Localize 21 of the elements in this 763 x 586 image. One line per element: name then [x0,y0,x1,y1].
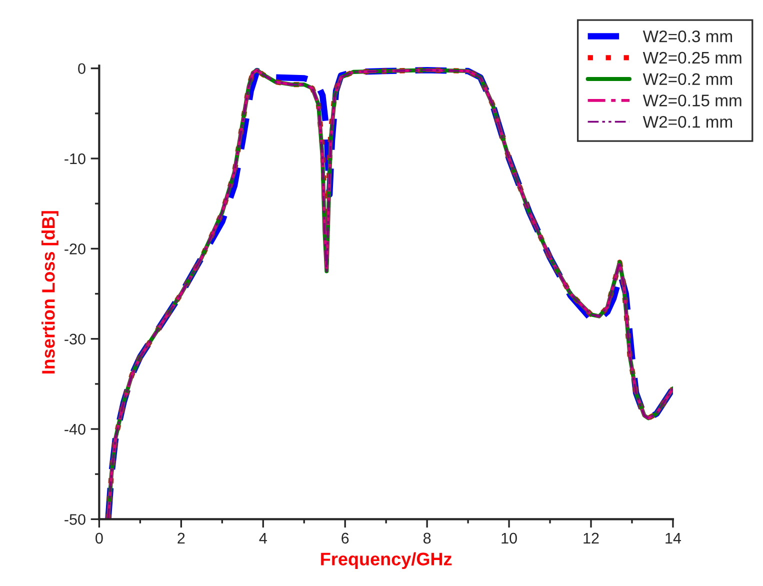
x-tick-label: 0 [96,532,103,544]
x-tick-label: 8 [423,532,431,544]
legend-label: W2=0.2 mm [642,73,732,86]
y-tick-label: -40 [64,424,86,435]
y-tick-label: -30 [64,334,86,345]
legend-label: W2=0.3 mm [642,30,732,42]
legend-label: W2=0.15 mm [642,94,742,106]
x-tick-label: 6 [342,532,349,544]
y-tick-label: -50 [64,514,86,525]
x-tick-label: 4 [259,532,267,544]
y-tick-label: -10 [64,153,86,164]
y-axis-title: Insertion Loss [dB] [42,211,58,374]
legend-label: W2=0.25 mm [642,52,742,64]
x-tick-label: 12 [584,532,599,544]
x-tick-label: 14 [666,532,682,544]
x-tick-label: 2 [178,532,185,544]
x-tick-label: 10 [502,532,517,544]
y-tick-label: 0 [78,63,86,74]
x-axis-title: Frequency/GHz [321,552,452,570]
y-tick-label: -20 [64,244,86,254]
legend-label: W2=0.1 mm [642,116,732,128]
